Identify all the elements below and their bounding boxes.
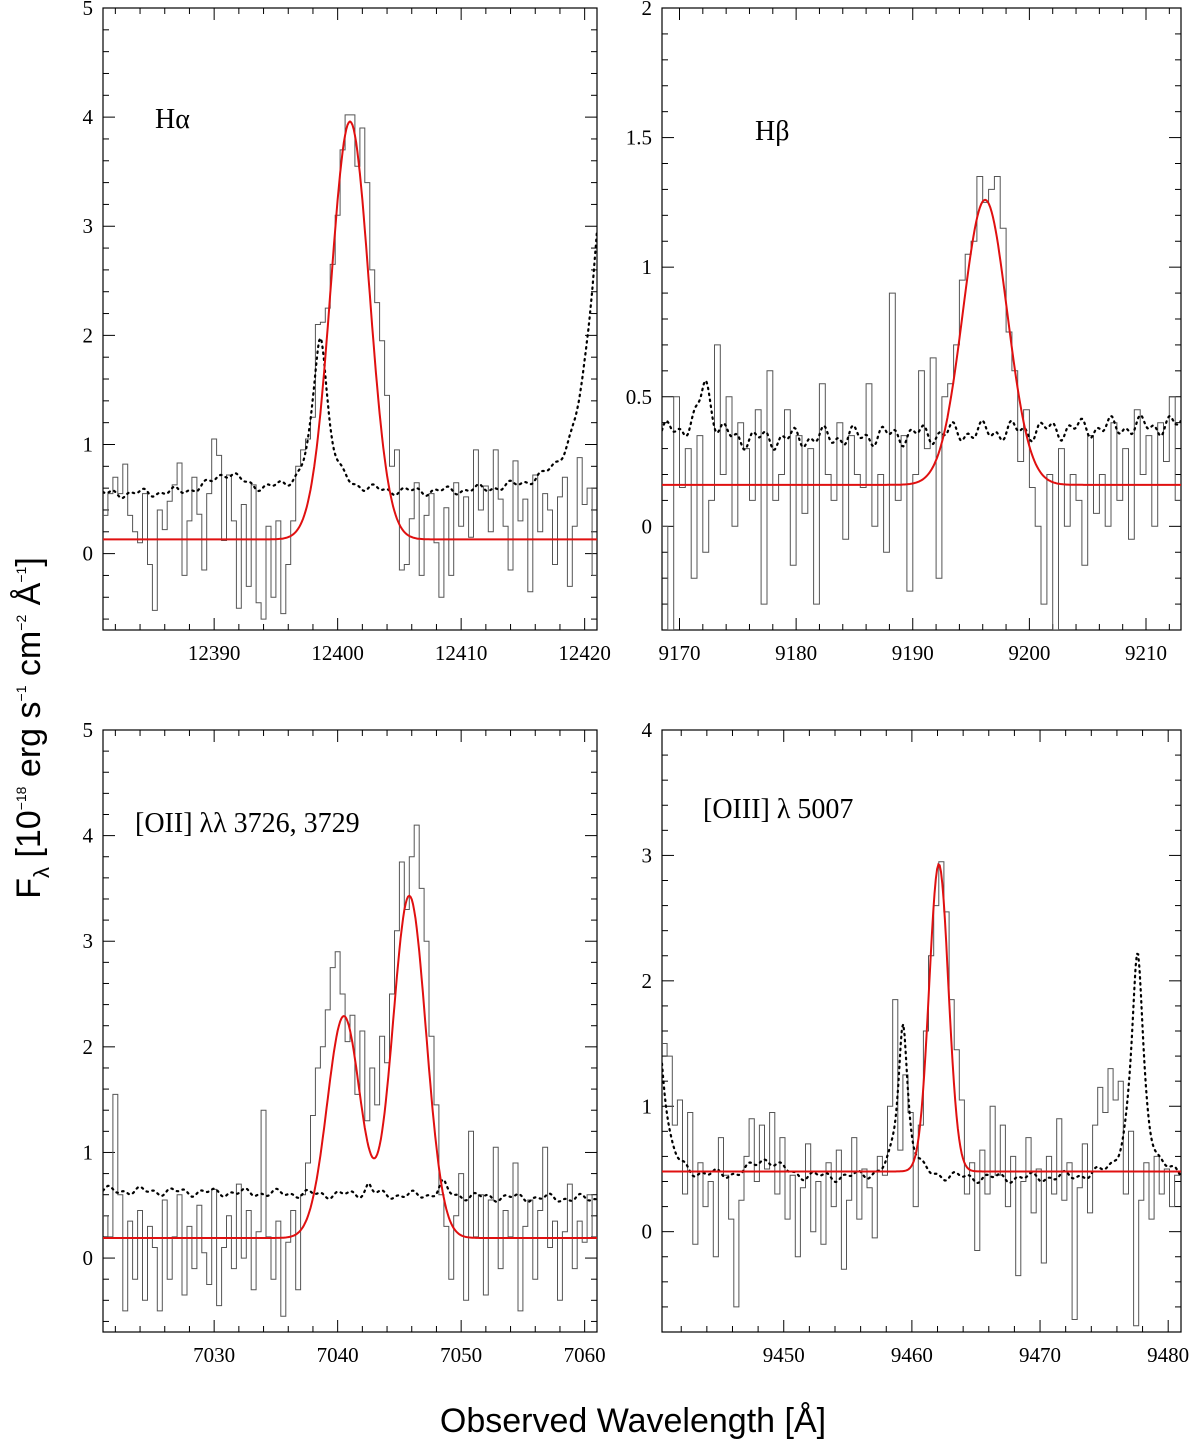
x-tick-label: 9210 xyxy=(1125,641,1167,665)
y-label-exp1: −18 xyxy=(13,786,29,810)
y-tick-label: 0 xyxy=(83,1246,94,1270)
x-tick-label: 9470 xyxy=(1019,1343,1061,1367)
y-tick-label: 0 xyxy=(642,1220,653,1244)
gaussian-fit-oiii xyxy=(662,862,1181,1173)
panel-label-oii: [OII] λλ 3726, 3729 xyxy=(135,808,360,839)
y-tick-label: 4 xyxy=(83,824,94,848)
y-axis-label: Fλ [10−18 erg s−1 cm−2 Å−1] xyxy=(10,557,54,899)
gaussian-fit-oii xyxy=(103,894,597,1239)
panel-hbeta: 9170 9180 9190 9200 9210 0 0.5 1 1.5 2 Hβ xyxy=(626,0,1182,665)
x-tick-label: 7040 xyxy=(317,1343,359,1367)
x-tick-label: 12410 xyxy=(435,641,488,665)
x-tick-label: 7050 xyxy=(440,1343,482,1367)
x-tick-label: 9170 xyxy=(658,641,700,665)
y-tick-label: 4 xyxy=(642,718,653,742)
y-label-unit-mid2: cm xyxy=(10,631,48,686)
y-tick-label: 1 xyxy=(83,432,94,456)
observed-spectrum-oiii xyxy=(662,861,1180,1327)
plot-content xyxy=(103,114,597,620)
panel-oii: 7030 7040 7050 7060 0 1 2 3 4 5 [OII] λλ 3726, 372… xyxy=(83,718,606,1367)
x-tick-label: 9200 xyxy=(1008,641,1050,665)
y-tick-label: 5 xyxy=(83,718,94,742)
y-label-exp2: −1 xyxy=(13,685,29,701)
y-tick-label: 2 xyxy=(642,969,653,993)
y-tick-label: 3 xyxy=(83,214,94,238)
sky-spectrum-oii xyxy=(103,1178,597,1204)
x-tick-label: 9480 xyxy=(1147,1343,1189,1367)
gaussian-fit-hbeta xyxy=(662,198,1181,486)
y-tick-label: 0 xyxy=(642,514,653,538)
plot-content xyxy=(662,861,1181,1327)
x-tick-label: 7030 xyxy=(193,1343,235,1367)
y-tick-label: 2 xyxy=(83,1035,94,1059)
y-label-sub: λ xyxy=(29,867,54,878)
panel-oiii: 9450 9460 9470 9480 0 1 2 3 4 [OIII] λ 5007 xyxy=(642,718,1190,1367)
y-label-exp3: −2 xyxy=(13,615,29,631)
plot-content xyxy=(103,824,597,1317)
x-axis-label: Observed Wavelength [Å] xyxy=(440,1402,826,1440)
x-tick-label: 9460 xyxy=(891,1343,933,1367)
x-tick-label: 12420 xyxy=(558,641,611,665)
plot-content xyxy=(662,176,1181,630)
observed-spectrum-oii xyxy=(103,824,597,1317)
y-tick-label: 0.5 xyxy=(626,385,652,409)
y-label-unit-close: ] xyxy=(10,557,48,566)
plot-frame xyxy=(102,7,598,631)
y-tick-label: 5 xyxy=(83,0,94,20)
y-tick-label: 4 xyxy=(83,105,94,129)
y-tick-label: 3 xyxy=(642,843,653,867)
panel-label-halpha: Hα xyxy=(155,104,190,135)
x-tick-label: 12390 xyxy=(188,641,241,665)
sky-spectrum-oiii xyxy=(662,952,1181,1185)
y-label-unit-mid1: erg s xyxy=(10,701,48,786)
y-tick-label: 1 xyxy=(642,1094,653,1118)
observed-spectrum-halpha xyxy=(103,114,597,620)
x-tick-label: 12400 xyxy=(311,641,364,665)
observed-spectrum-hbeta xyxy=(662,176,1181,630)
sky-spectrum-hbeta xyxy=(662,379,1181,452)
plot-frame xyxy=(661,7,1182,631)
x-tick-label: 7060 xyxy=(564,1343,606,1367)
y-tick-label: 1.5 xyxy=(626,126,652,150)
y-label-unit-open: [10 xyxy=(10,810,48,867)
x-tick-label: 9180 xyxy=(775,641,817,665)
y-tick-label: 3 xyxy=(83,929,94,953)
y-tick-label: 1 xyxy=(642,255,653,279)
panel-halpha: 12390 12400 12410 12420 0 1 2 3 4 5 Hα xyxy=(83,0,611,665)
y-tick-label: 2 xyxy=(83,323,94,347)
x-tick-label: 9450 xyxy=(763,1343,805,1367)
y-tick-label: 0 xyxy=(83,542,94,566)
gaussian-fit-halpha xyxy=(103,120,597,541)
panel-label-hbeta: Hβ xyxy=(755,116,789,147)
y-label-unit-mid3: Å xyxy=(10,582,48,614)
sky-spectrum-halpha xyxy=(103,229,597,500)
y-tick-label: 2 xyxy=(642,0,653,20)
y-tick-label: 1 xyxy=(83,1140,94,1164)
y-label-main: F xyxy=(10,878,48,899)
x-tick-label: 9190 xyxy=(892,641,934,665)
y-label-exp4: −1 xyxy=(13,566,29,582)
panel-label-oiii: [OIII] λ 5007 xyxy=(703,794,853,825)
plot-frame xyxy=(102,729,598,1333)
